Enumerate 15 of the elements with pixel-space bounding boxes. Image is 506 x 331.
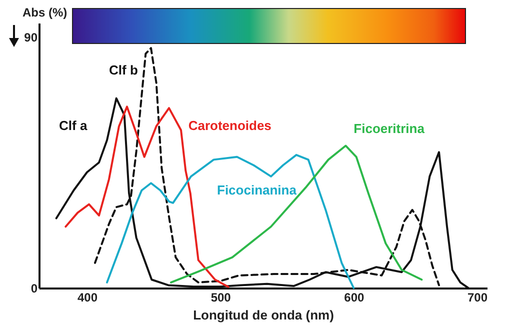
y-axis-title: Abs (%)	[22, 6, 68, 20]
line-series	[106, 154, 355, 289]
series-label: Ficocinanina	[217, 182, 298, 198]
series-label: Ficoeritrina	[354, 121, 426, 136]
series-label: Carotenoides	[188, 118, 272, 134]
x-tick-label: 600	[344, 290, 364, 304]
x-tick-label: 400	[77, 290, 98, 304]
y-tick-label: 0	[30, 282, 38, 296]
x-tick-label: 700	[467, 290, 488, 304]
series-label: Clf a	[59, 118, 88, 134]
x-axis-title: Longitud de onda (nm)	[193, 308, 334, 322]
x-tick-label: 500	[210, 290, 232, 304]
line-series	[170, 144, 423, 284]
series-label: Clf b	[109, 62, 138, 78]
y-tick-label: 90	[24, 30, 38, 44]
